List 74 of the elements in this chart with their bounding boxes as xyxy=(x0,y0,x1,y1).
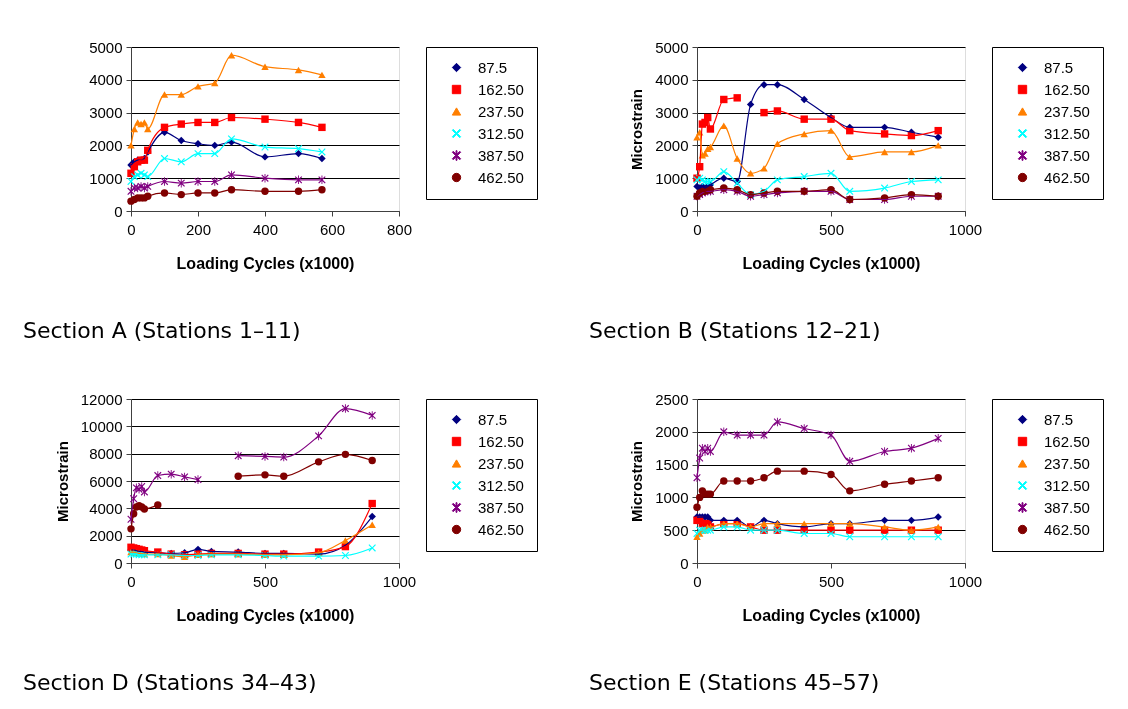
legend-label: 87.5 xyxy=(478,410,508,428)
y-axis-title: Microstrain xyxy=(628,89,646,170)
y-tick-label: 0 xyxy=(114,554,123,572)
x-tick-label: 0 xyxy=(127,220,136,238)
x-tick-label: 1000 xyxy=(948,572,983,590)
y-tick-label: 3000 xyxy=(89,104,123,122)
x-tick-label: 500 xyxy=(818,572,845,590)
y-tick-label: 2000 xyxy=(655,136,689,154)
y-tick-label: 2000 xyxy=(89,136,123,154)
y-tick-label: 6000 xyxy=(89,472,123,490)
x-tick-label: 500 xyxy=(818,220,845,238)
legend-label: 87.5 xyxy=(1044,410,1074,428)
legend-label: 162.50 xyxy=(478,432,524,450)
legend-label: 162.50 xyxy=(1044,80,1090,98)
y-tick-label: 10000 xyxy=(80,417,123,435)
legend-label: 387.50 xyxy=(1044,146,1090,164)
y-tick-label: 1000 xyxy=(89,169,123,187)
y-tick-label: 8000 xyxy=(89,445,123,463)
x-axis-title: Loading Cycles (x1000) xyxy=(176,254,355,272)
legend-label: 237.50 xyxy=(1044,102,1090,120)
x-tick-label: 600 xyxy=(319,220,346,238)
text: Section B (Stations 12–21) xyxy=(589,318,881,343)
x-tick-label: 1000 xyxy=(382,572,417,590)
y-tick-label: 0 xyxy=(114,202,123,220)
y-tick-label: 0 xyxy=(680,202,689,220)
legend-label: 237.50 xyxy=(1044,454,1090,472)
legend-label: 237.50 xyxy=(478,454,524,472)
y-tick-label: 4000 xyxy=(655,71,689,89)
legend-label: 87.5 xyxy=(1044,58,1074,76)
x-tick-label: 0 xyxy=(693,572,702,590)
x-tick-label: 1000 xyxy=(948,220,983,238)
x-tick-label: 400 xyxy=(252,220,279,238)
legend-label: 87.5 xyxy=(478,58,508,76)
y-tick-label: 2500 xyxy=(655,390,689,408)
text: Section A (Stations 1–11) xyxy=(23,318,301,343)
x-tick-label: 0 xyxy=(693,220,702,238)
text: Section E (Stations 45–57) xyxy=(589,670,880,695)
y-tick-label: 1000 xyxy=(655,169,689,187)
legend-label: 387.50 xyxy=(478,498,524,516)
legend-label: 312.50 xyxy=(478,476,524,494)
y-tick-label: 4000 xyxy=(89,71,123,89)
legend-label: 162.50 xyxy=(478,80,524,98)
y-axis-title: Microstrain xyxy=(53,441,71,522)
legend-label: 462.50 xyxy=(1044,520,1090,538)
y-tick-label: 2000 xyxy=(655,423,689,441)
x-axis-title: Loading Cycles (x1000) xyxy=(176,606,355,624)
legend-label: 387.50 xyxy=(1044,498,1090,516)
y-tick-label: 1000 xyxy=(655,488,689,506)
legend-label: 462.50 xyxy=(1044,168,1090,186)
y-axis-title: Microstrain xyxy=(628,441,646,522)
text: Section D (Stations 34–43) xyxy=(23,670,317,695)
x-axis-title: Loading Cycles (x1000) xyxy=(742,606,921,624)
legend-label: 387.50 xyxy=(478,146,524,164)
legend-label: 237.50 xyxy=(478,102,524,120)
x-axis-title: Loading Cycles (x1000) xyxy=(742,254,921,272)
y-tick-label: 12000 xyxy=(80,390,123,408)
x-tick-label: 200 xyxy=(185,220,212,238)
x-tick-label: 800 xyxy=(386,220,413,238)
legend-label: 462.50 xyxy=(478,168,524,186)
y-tick-label: 5000 xyxy=(89,38,123,56)
x-tick-label: 500 xyxy=(252,572,279,590)
y-tick-label: 4000 xyxy=(89,499,123,517)
y-tick-label: 0 xyxy=(680,554,689,572)
y-tick-label: 3000 xyxy=(655,104,689,122)
y-tick-label: 1500 xyxy=(655,456,689,474)
legend-label: 162.50 xyxy=(1044,432,1090,450)
y-tick-label: 500 xyxy=(663,521,689,539)
legend-label: 312.50 xyxy=(478,124,524,142)
y-tick-label: 2000 xyxy=(89,527,123,545)
x-tick-label: 0 xyxy=(127,572,136,590)
y-tick-label: 5000 xyxy=(655,38,689,56)
legend-label: 312.50 xyxy=(1044,476,1090,494)
legend-label: 312.50 xyxy=(1044,124,1090,142)
legend-label: 462.50 xyxy=(478,520,524,538)
